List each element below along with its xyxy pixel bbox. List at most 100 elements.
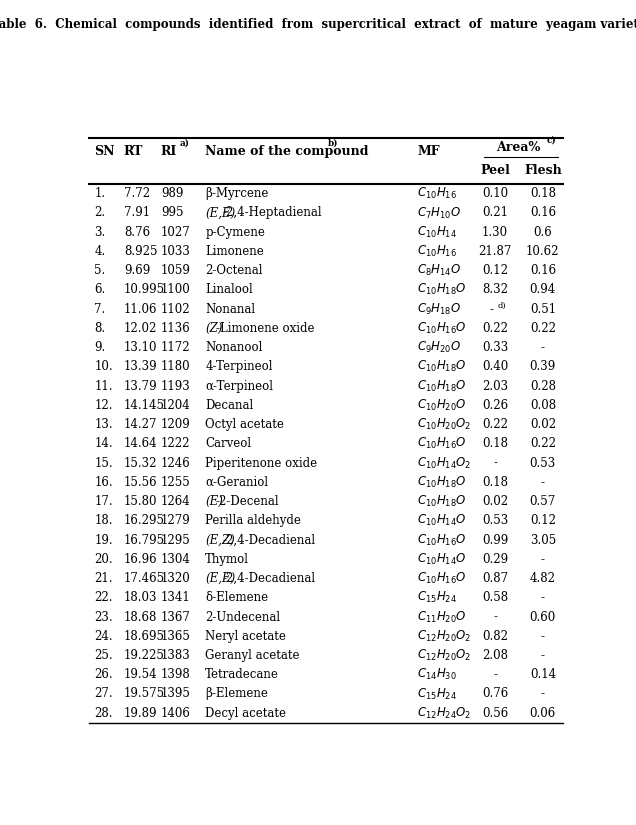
Text: 0.53: 0.53 xyxy=(530,456,556,469)
Text: 989: 989 xyxy=(161,187,183,200)
Text: $C_{10}H_{18}O$: $C_{10}H_{18}O$ xyxy=(417,360,467,375)
Text: 1136: 1136 xyxy=(161,322,191,335)
Text: Flesh: Flesh xyxy=(524,163,562,177)
Text: -: - xyxy=(489,303,493,316)
Text: 15.56: 15.56 xyxy=(124,476,158,489)
Text: 0.21: 0.21 xyxy=(482,206,508,219)
Text: $C_{14}H_{30}$: $C_{14}H_{30}$ xyxy=(417,667,457,682)
Text: 1279: 1279 xyxy=(161,514,191,527)
Text: 4.: 4. xyxy=(94,245,106,258)
Text: 0.82: 0.82 xyxy=(482,629,508,643)
Text: $C_{10}H_{14}$: $C_{10}H_{14}$ xyxy=(417,224,457,240)
Text: 7.72: 7.72 xyxy=(124,187,150,200)
Text: 11.: 11. xyxy=(94,380,113,393)
Text: -2,4-Heptadienal: -2,4-Heptadienal xyxy=(223,206,322,219)
Text: 0.58: 0.58 xyxy=(482,592,508,604)
Text: δ-Elemene: δ-Elemene xyxy=(205,592,268,604)
Text: 1172: 1172 xyxy=(161,342,190,354)
Text: 19.54: 19.54 xyxy=(124,668,158,681)
Text: 3.: 3. xyxy=(94,226,106,238)
Text: -: - xyxy=(541,629,545,643)
Text: $C_{9}H_{18}O$: $C_{9}H_{18}O$ xyxy=(417,302,461,317)
Text: 16.795: 16.795 xyxy=(124,534,165,546)
Text: p-Cymene: p-Cymene xyxy=(205,226,265,238)
Text: $C_{12}H_{20}O_{2}$: $C_{12}H_{20}O_{2}$ xyxy=(417,648,471,663)
Text: 7.91: 7.91 xyxy=(124,206,150,219)
Text: RT: RT xyxy=(124,144,143,158)
Text: Peel: Peel xyxy=(480,163,510,177)
Text: $C_{7}H_{10}O$: $C_{7}H_{10}O$ xyxy=(417,205,461,220)
Text: β-Elemene: β-Elemene xyxy=(205,687,268,700)
Text: (E,Z): (E,Z) xyxy=(205,534,235,546)
Text: 18.68: 18.68 xyxy=(124,610,157,624)
Text: 1180: 1180 xyxy=(161,361,190,374)
Text: 14.64: 14.64 xyxy=(124,437,158,450)
Text: 1304: 1304 xyxy=(161,553,191,566)
Text: $C_{10}H_{16}O$: $C_{10}H_{16}O$ xyxy=(417,436,467,451)
Text: 19.225: 19.225 xyxy=(124,649,165,662)
Text: Linalool: Linalool xyxy=(205,284,253,296)
Text: 14.145: 14.145 xyxy=(124,398,165,412)
Text: 10.62: 10.62 xyxy=(526,245,560,258)
Text: 11.06: 11.06 xyxy=(124,303,157,316)
Text: $C_{10}H_{16}O$: $C_{10}H_{16}O$ xyxy=(417,571,467,586)
Text: 8.925: 8.925 xyxy=(124,245,157,258)
Text: 2-Undecenal: 2-Undecenal xyxy=(205,610,280,624)
Text: 0.94: 0.94 xyxy=(530,284,556,296)
Text: 0.06: 0.06 xyxy=(530,707,556,719)
Text: 0.28: 0.28 xyxy=(530,380,556,393)
Text: 1209: 1209 xyxy=(161,418,191,431)
Text: 0.87: 0.87 xyxy=(482,572,508,585)
Text: 0.16: 0.16 xyxy=(530,206,556,219)
Text: 25.: 25. xyxy=(94,649,113,662)
Text: 7.: 7. xyxy=(94,303,106,316)
Text: 0.26: 0.26 xyxy=(482,398,508,412)
Text: 0.29: 0.29 xyxy=(482,553,508,566)
Text: 28.: 28. xyxy=(94,707,113,719)
Text: 19.89: 19.89 xyxy=(124,707,157,719)
Text: -2-Decenal: -2-Decenal xyxy=(216,495,279,508)
Text: $C_{10}H_{20}O_{2}$: $C_{10}H_{20}O_{2}$ xyxy=(417,417,471,432)
Text: 2.08: 2.08 xyxy=(482,649,508,662)
Text: -: - xyxy=(541,342,545,354)
Text: 1246: 1246 xyxy=(161,456,191,469)
Text: 4.82: 4.82 xyxy=(530,572,556,585)
Text: SN: SN xyxy=(94,144,114,158)
Text: Thymol: Thymol xyxy=(205,553,249,566)
Text: 8.76: 8.76 xyxy=(124,226,150,238)
Text: β-Myrcene: β-Myrcene xyxy=(205,187,268,200)
Text: $C_{10}H_{14}O$: $C_{10}H_{14}O$ xyxy=(417,552,467,567)
Text: Nonanal: Nonanal xyxy=(205,303,255,316)
Text: a): a) xyxy=(179,139,190,148)
Text: 15.: 15. xyxy=(94,456,113,469)
Text: Perilla aldehyde: Perilla aldehyde xyxy=(205,514,301,527)
Text: Neryl acetate: Neryl acetate xyxy=(205,629,286,643)
Text: -: - xyxy=(541,649,545,662)
Text: Carveol: Carveol xyxy=(205,437,251,450)
Text: (Z): (Z) xyxy=(205,322,223,335)
Text: 12.: 12. xyxy=(94,398,113,412)
Text: d): d) xyxy=(498,301,507,309)
Text: $C_{10}H_{18}O$: $C_{10}H_{18}O$ xyxy=(417,494,467,509)
Text: 5.: 5. xyxy=(94,264,106,277)
Text: 4-Terpineol: 4-Terpineol xyxy=(205,361,273,374)
Text: 3.05: 3.05 xyxy=(530,534,556,546)
Text: Decyl acetate: Decyl acetate xyxy=(205,707,286,719)
Text: 13.79: 13.79 xyxy=(124,380,158,393)
Text: 16.295: 16.295 xyxy=(124,514,165,527)
Text: MF: MF xyxy=(417,144,439,158)
Text: 22.: 22. xyxy=(94,592,113,604)
Text: RI: RI xyxy=(161,144,177,158)
Text: $C_{15}H_{24}$: $C_{15}H_{24}$ xyxy=(417,686,457,701)
Text: 14.27: 14.27 xyxy=(124,418,157,431)
Text: Octyl acetate: Octyl acetate xyxy=(205,418,284,431)
Text: 26.: 26. xyxy=(94,668,113,681)
Text: Geranyl acetate: Geranyl acetate xyxy=(205,649,300,662)
Text: 16.: 16. xyxy=(94,476,113,489)
Text: $C_{10}H_{18}O$: $C_{10}H_{18}O$ xyxy=(417,282,467,298)
Text: 995: 995 xyxy=(161,206,183,219)
Text: 17.: 17. xyxy=(94,495,113,508)
Text: Limonene: Limonene xyxy=(205,245,264,258)
Text: 24.: 24. xyxy=(94,629,113,643)
Text: 1100: 1100 xyxy=(161,284,191,296)
